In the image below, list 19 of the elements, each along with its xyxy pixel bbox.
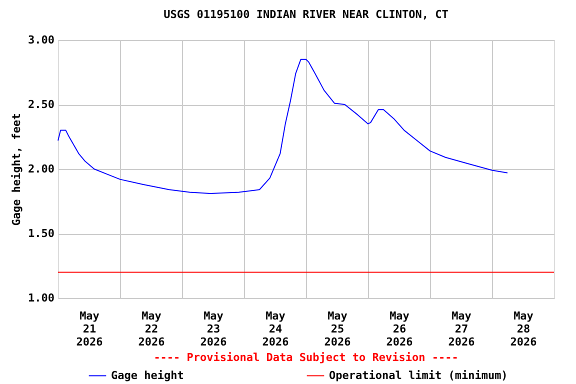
- x-tick-label: May 28 2026: [510, 310, 538, 348]
- x-tick-label: May 23 2026: [200, 310, 228, 348]
- text: ---- Provisional Data Subject to Revision ----: [154, 351, 458, 364]
- x-tick-label: May 26 2026: [386, 310, 414, 348]
- y-tick-label: 2.00: [28, 162, 54, 176]
- y-tick-label: 1.00: [28, 292, 54, 304]
- legend-label: Operational limit (minimum): [329, 368, 508, 382]
- y-tick-label: 2.50: [28, 98, 54, 111]
- y-tick-label: 1.50: [28, 227, 54, 240]
- x-tick-label: May 24 2026: [262, 310, 290, 348]
- x-tick-label: May 25 2026: [324, 310, 352, 348]
- legend-label: Gage height: [111, 368, 184, 382]
- y-tick-label: 3.00: [28, 34, 54, 46]
- x-tick-label: May 21 2026: [76, 310, 104, 348]
- line-series: [58, 58, 508, 194]
- x-tick-label: May 27 2026: [448, 310, 476, 348]
- x-tick-label: May 22 2026: [138, 310, 166, 348]
- chart-title: USGS 01195100 INDIAN RIVER NEAR CLINTON, CT: [164, 8, 449, 21]
- y-axis-title: Gage height, feet: [10, 113, 24, 226]
